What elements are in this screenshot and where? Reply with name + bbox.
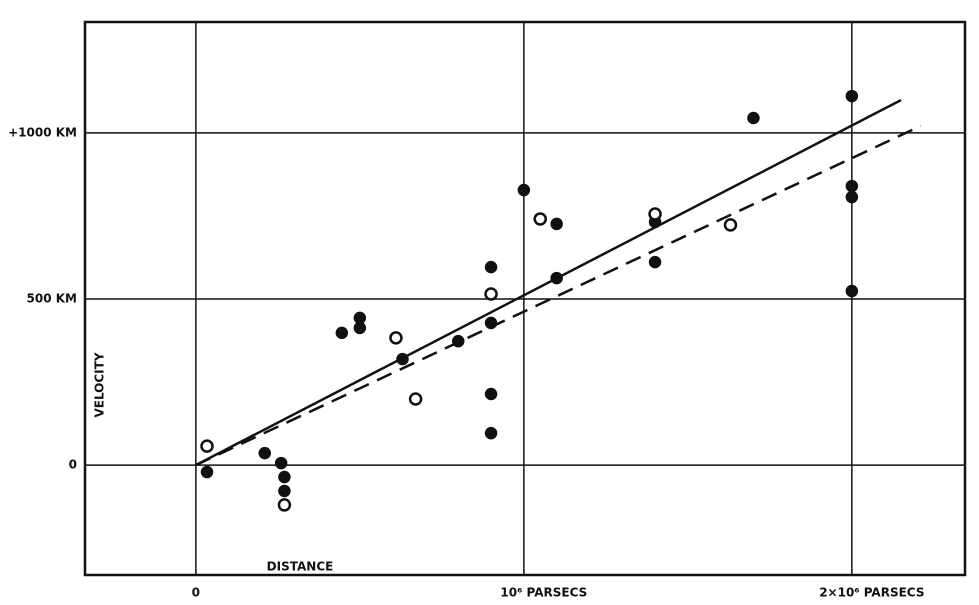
filled-point [648,255,662,269]
open-point [389,331,403,345]
filled-point [200,465,214,479]
filled-point [353,321,367,335]
filled-point [278,470,291,484]
fit-line [195,124,922,467]
filled-point [484,260,498,274]
x-axis-label: DISTANCE [267,560,334,574]
filled-point [484,426,498,440]
x-tick-label: 0 [192,586,200,600]
filled-point [845,89,859,103]
filled-point [845,190,859,204]
filled-point [845,284,859,298]
y-axis-label: VELOCITY [93,352,107,417]
open-point [648,207,662,221]
filled-point [747,111,760,125]
open-point [200,439,214,453]
y-tick-label: 0 [69,458,77,472]
open-point [533,212,548,226]
filled-point [550,217,563,231]
open-point [723,218,738,232]
filled-point [258,446,271,460]
filled-point [484,387,498,401]
y-tick-label: 500 KM [27,291,77,305]
fit-line [195,98,902,467]
filled-point [335,326,349,340]
filled-point [845,179,859,193]
open-point [408,392,423,406]
y-tick-label: +1000 KM [8,125,77,139]
open-point [277,498,292,512]
x-tick-label: 10⁶ PARSECS [500,586,587,600]
x-tick-label: 2×10⁶ PARSECS [819,586,924,600]
filled-point [274,456,288,470]
open-point [484,287,498,301]
filled-point [517,183,531,197]
filled-point [353,311,367,325]
filled-point [278,484,291,498]
